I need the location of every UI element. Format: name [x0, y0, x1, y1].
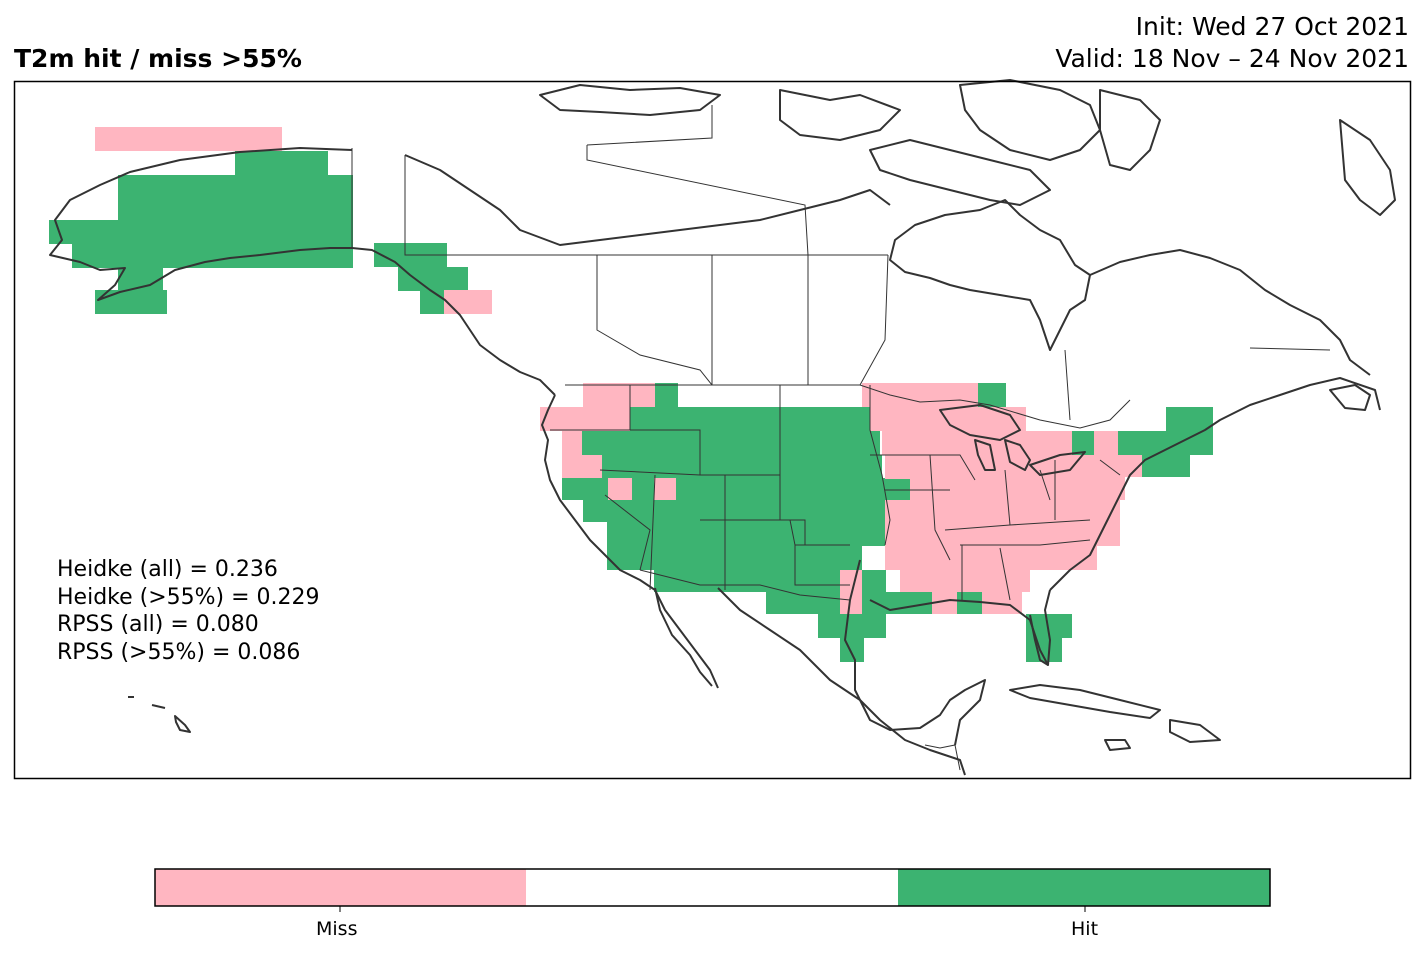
hit-cell: [118, 175, 353, 221]
miss-cell: [870, 407, 1006, 431]
hit-cell: [583, 500, 885, 522]
hit-cell: [840, 638, 864, 662]
hit-cell: [72, 244, 353, 268]
init-date: Init: Wed 27 Oct 2021: [1135, 12, 1409, 41]
colorbar-label-miss: Miss: [316, 918, 358, 940]
hit-cell: [862, 592, 932, 614]
hit-cell: [607, 546, 862, 570]
hit-cell: [95, 290, 167, 314]
miss-cell: [583, 383, 655, 407]
miss-cell: [444, 290, 492, 314]
score-stats: Heidke (all) = 0.236 Heidke (>55%) = 0.2…: [57, 556, 320, 666]
hit-cell: [1166, 407, 1213, 431]
hit-cell: [582, 431, 630, 455]
colorbar-label-hit: Hit: [1071, 918, 1099, 940]
coastlines: [49, 79, 1396, 776]
hit-cell: [1142, 455, 1190, 477]
miss-cell: [982, 592, 1022, 614]
miss-cell: [885, 500, 1120, 522]
stat-rpss-all: RPSS (all) = 0.080: [57, 612, 259, 637]
miss-cell: [562, 455, 602, 479]
hit-cell: [49, 220, 353, 244]
hit-cell: [607, 522, 885, 546]
colorbar-frame: [154, 868, 1271, 907]
hit-cell: [1072, 431, 1094, 455]
stat-rpss-55: RPSS (>55%) = 0.086: [57, 639, 301, 665]
stat-heidke-55: Heidke (>55%) = 0.229: [57, 584, 320, 610]
hit-cell: [398, 267, 468, 291]
miss-cell: [910, 478, 1125, 500]
hit-cell: [562, 478, 608, 500]
colorbar-hit-segment: [898, 869, 1270, 906]
miss-cell: [654, 478, 676, 500]
hit-cell: [630, 431, 880, 455]
stat-heidke-all: Heidke (all) = 0.236: [57, 557, 278, 582]
colorbar-neutral-segment: [526, 869, 898, 906]
miss-cell: [1094, 431, 1118, 455]
hit-cell: [1118, 431, 1213, 455]
miss-cell: [562, 431, 582, 455]
hit-cell: [420, 290, 444, 314]
colorbar: [154, 868, 1271, 912]
hit-cell: [676, 478, 910, 500]
miss-cell: [885, 455, 935, 479]
miss-cell: [900, 570, 1030, 592]
hit-cell: [655, 383, 678, 407]
miss-cell: [932, 592, 957, 614]
miss-cell: [608, 478, 632, 500]
miss-cell: [885, 546, 1097, 570]
miss-cell: [1006, 407, 1026, 431]
miss-cell: [540, 407, 562, 431]
miss-cell: [862, 383, 978, 407]
hit-cell: [957, 592, 982, 614]
hit-cell: [632, 478, 654, 500]
hit-cell: [654, 570, 840, 592]
hit-cell: [235, 151, 328, 175]
miss-cell: [95, 127, 282, 151]
hit-cell: [978, 383, 1006, 407]
map-title: T2m hit / miss >55%: [14, 44, 302, 73]
hit-cell: [630, 407, 870, 431]
miss-cell: [562, 407, 630, 431]
colorbar-miss-segment: [155, 869, 526, 906]
political-borders: [351, 105, 1331, 771]
map-frame: [13, 80, 1412, 780]
valid-period: Valid: 18 Nov – 24 Nov 2021: [1055, 44, 1409, 73]
hit-cell: [818, 614, 886, 638]
hit-cell: [862, 570, 886, 592]
miss-cell: [1120, 455, 1142, 477]
grid-cells: [49, 127, 1213, 662]
